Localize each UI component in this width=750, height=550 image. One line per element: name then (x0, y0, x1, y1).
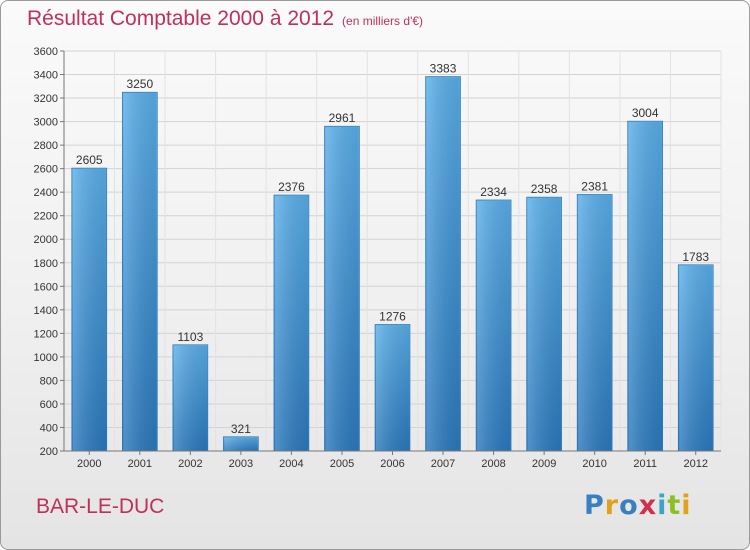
value-label-2004: 2376 (278, 180, 305, 194)
bar-highlight (477, 200, 511, 451)
bar-highlight (173, 345, 207, 451)
logo-letter: i (681, 490, 692, 521)
bar-highlight (628, 122, 662, 451)
y-tick-label: 2000 (34, 234, 58, 246)
y-tick-label: 3400 (34, 70, 58, 82)
value-label-2001: 3250 (126, 77, 153, 91)
y-tick-label: 600 (40, 399, 58, 411)
x-tick-label: 2002 (178, 458, 202, 470)
x-tick-label: 2007 (431, 458, 455, 470)
logo-letter: P (584, 490, 605, 521)
title-row: Résultat Comptable 2000 à 2012 (en millie… (27, 7, 423, 31)
bar-highlight (72, 169, 106, 451)
x-tick-label: 2011 (633, 458, 657, 470)
value-label-2007: 3383 (430, 62, 457, 76)
y-tick-label: 200 (40, 446, 58, 458)
y-tick-label: 3600 (34, 46, 58, 58)
value-label-2005: 2961 (329, 111, 356, 125)
y-tick-label: 800 (40, 375, 58, 387)
x-tick-label: 2001 (128, 458, 152, 470)
x-tick-label: 2006 (380, 458, 404, 470)
logo-letter: r (604, 490, 620, 521)
bar-highlight (679, 265, 713, 451)
logo-letter: o (619, 490, 639, 521)
bar-highlight (426, 77, 460, 451)
value-label-2000: 2605 (76, 153, 103, 167)
bar-highlight (123, 93, 157, 452)
x-tick-label: 2009 (532, 458, 556, 470)
value-label-2008: 2334 (480, 185, 507, 199)
bar-highlight (376, 325, 409, 451)
x-tick-label: 2004 (279, 458, 303, 470)
y-tick-label: 1000 (34, 352, 58, 364)
value-label-2009: 2358 (531, 182, 558, 196)
value-label-2006: 1276 (379, 309, 406, 323)
y-tick-label: 2800 (34, 140, 58, 152)
y-tick-label: 400 (40, 422, 58, 434)
axes: 200 400 600 800 1000 1200 1400 1600 1800 2000 2200… (34, 46, 721, 470)
x-tick-label: 2008 (481, 458, 505, 470)
chart-subtitle: (en milliers d'€) (342, 14, 424, 28)
value-label-2010: 2381 (581, 179, 608, 193)
value-label-2003: 321 (231, 422, 251, 436)
x-tick-label: 2005 (330, 458, 354, 470)
value-label-2012: 1783 (682, 250, 709, 264)
x-tick-label: 2012 (683, 458, 707, 470)
y-tick-label: 3000 (34, 117, 58, 129)
logo-letter: i (657, 490, 668, 521)
proxiti-logo: Proxiti (584, 490, 692, 521)
bar-highlight (224, 437, 258, 451)
y-tick-label: 1600 (34, 281, 58, 293)
bar-highlight (274, 196, 308, 451)
bar-highlight (578, 195, 612, 451)
value-label-2011: 3004 (632, 106, 659, 120)
y-tick-label: 2600 (34, 164, 58, 176)
logo-letter: t (667, 490, 682, 521)
x-tick-label: 2003 (229, 458, 253, 470)
y-tick-label: 1200 (34, 328, 58, 340)
x-tick-label: 2000 (77, 458, 101, 470)
bar-highlight (325, 127, 359, 452)
place-name: BAR-LE-DUC (36, 495, 165, 518)
y-tick-label: 1400 (34, 305, 58, 317)
chart-title: Résultat Comptable 2000 à 2012 (27, 7, 335, 30)
y-tick-label: 1800 (34, 258, 58, 270)
logo-letter: x (638, 490, 658, 521)
y-tick-label: 2400 (34, 187, 58, 199)
value-label-2002: 1103 (177, 330, 203, 344)
y-tick-label: 3200 (34, 93, 58, 105)
x-tick-label: 2010 (582, 458, 606, 470)
bar-highlight (527, 198, 561, 451)
bars: 2605 3250 1103 321 2376 2961 1276 3383 2334 2358 2… (71, 62, 714, 452)
y-tick-label: 2200 (34, 211, 58, 223)
